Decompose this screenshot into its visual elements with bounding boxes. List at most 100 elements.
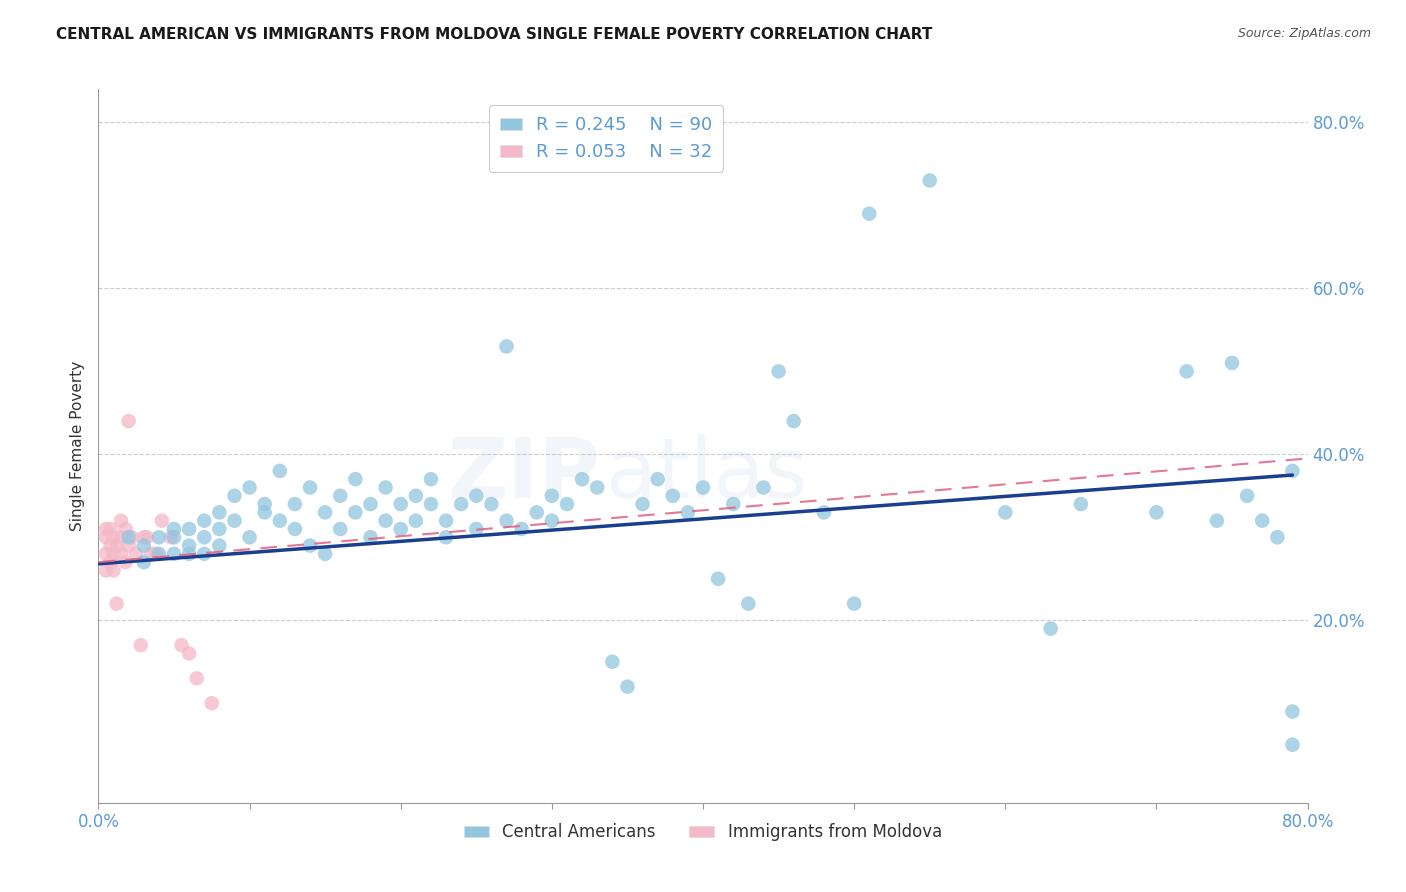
Point [540,514,562,528]
Point [918,173,941,187]
Point [1251,514,1274,528]
Point [858,207,880,221]
Point [481,497,503,511]
Point [145,547,167,561]
Point [148,530,170,544]
Point [150,514,173,528]
Point [434,530,457,544]
Point [571,472,593,486]
Point [707,572,730,586]
Point [103,530,125,544]
Point [163,547,186,561]
Point [132,539,155,553]
Point [105,597,128,611]
Point [602,655,624,669]
Point [752,481,775,495]
Point [723,497,745,511]
Point [299,539,322,553]
Point [179,547,201,561]
Point [616,680,638,694]
Point [768,364,790,378]
Text: CENTRAL AMERICAN VS IMMIGRANTS FROM MOLDOVA SINGLE FEMALE POVERTY CORRELATION CH: CENTRAL AMERICAN VS IMMIGRANTS FROM MOLD… [56,27,932,42]
Legend: Central Americans, Immigrants from Moldova: Central Americans, Immigrants from Moldo… [457,817,949,848]
Point [179,539,201,553]
Point [186,671,208,685]
Point [224,489,246,503]
Point [179,647,201,661]
Point [163,530,186,544]
Point [329,522,352,536]
Point [193,530,215,544]
Point [125,547,148,561]
Point [420,472,443,486]
Point [105,539,128,553]
Point [239,530,262,544]
Point [110,547,132,561]
Point [114,555,136,569]
Point [540,489,562,503]
Point [193,514,215,528]
Point [269,464,291,478]
Point [647,472,669,486]
Point [405,489,427,503]
Point [208,505,231,519]
Point [344,472,367,486]
Point [208,539,231,553]
Point [465,489,488,503]
Text: ZIP: ZIP [447,434,600,515]
Point [450,497,472,511]
Point [118,530,141,544]
Point [314,547,336,561]
Point [1236,489,1258,503]
Point [121,530,143,544]
Point [676,505,699,519]
Point [374,514,396,528]
Point [783,414,806,428]
Point [661,489,683,503]
Point [692,481,714,495]
Point [389,497,412,511]
Point [94,530,117,544]
Point [129,638,152,652]
Point [163,522,186,536]
Point [420,497,443,511]
Point [118,414,141,428]
Point [132,530,155,544]
Point [110,530,132,544]
Point [269,514,291,528]
Point [201,696,224,710]
Point [193,547,215,561]
Point [1175,364,1198,378]
Point [1206,514,1229,528]
Point [495,514,517,528]
Point [208,522,231,536]
Point [344,505,367,519]
Point [100,522,122,536]
Point [631,497,654,511]
Point [1267,530,1289,544]
Point [389,522,412,536]
Point [284,522,307,536]
Y-axis label: Single Female Poverty: Single Female Poverty [69,361,84,531]
Point [405,514,427,528]
Point [103,564,125,578]
Point [314,505,336,519]
Point [510,522,533,536]
Point [94,522,117,536]
Point [135,530,157,544]
Point [1039,622,1062,636]
Point [299,481,322,495]
Point [495,339,517,353]
Point [141,547,163,561]
Point [465,522,488,536]
Point [253,505,276,519]
Point [360,497,382,511]
Point [239,481,262,495]
Point [224,514,246,528]
Point [253,497,276,511]
Point [844,597,866,611]
Point [434,514,457,528]
Point [586,481,609,495]
Point [160,530,183,544]
Point [329,489,352,503]
